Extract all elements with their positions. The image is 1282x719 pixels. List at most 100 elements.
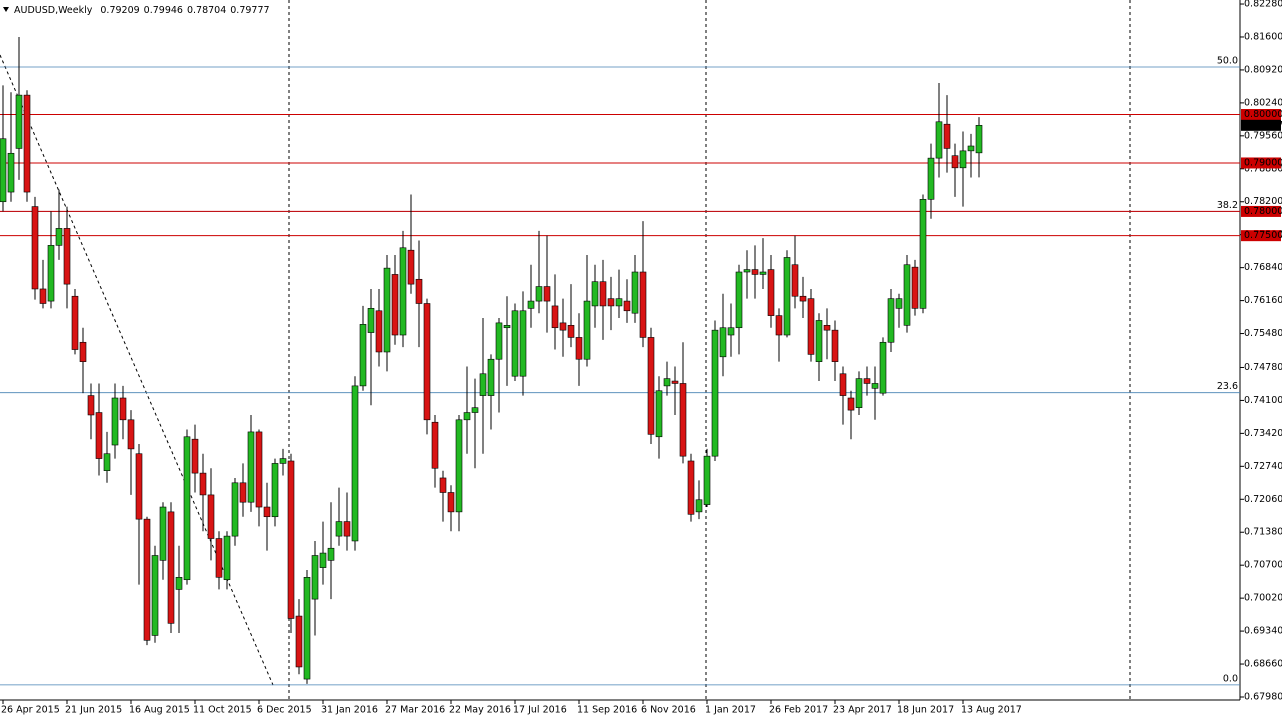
candle-body [79, 341, 87, 362]
candle-body [303, 577, 311, 680]
candle-body [0, 138, 7, 203]
candle-body [111, 397, 119, 446]
level-label: 0.77500 [1244, 230, 1282, 241]
candle-body [271, 463, 279, 518]
y-tick-label: 0.72740 [1244, 461, 1282, 472]
candle-body [927, 157, 935, 200]
candle-body [591, 281, 599, 307]
candle-body [623, 300, 631, 312]
y-tick-label: 0.76160 [1244, 295, 1282, 306]
candle-body [679, 383, 687, 457]
candle-body [167, 511, 175, 624]
candle-body [727, 327, 735, 336]
y-tick-label: 0.75480 [1244, 328, 1282, 339]
candle-body [431, 421, 439, 469]
candle-body [407, 249, 415, 285]
y-tick-label: 0.81600 [1244, 31, 1282, 42]
candle-body [879, 341, 887, 394]
candle-body [519, 310, 527, 377]
candle-body [759, 271, 767, 275]
candle-body [975, 125, 983, 154]
candle-body [823, 325, 831, 331]
candle-body [471, 407, 479, 413]
candle-body [599, 281, 607, 307]
close-value: 0.79777 [230, 5, 269, 16]
candle-body [311, 555, 319, 600]
level-tag [1241, 205, 1281, 217]
fib-label: 0.0 [1223, 673, 1238, 684]
candle-body [7, 152, 15, 193]
candle-body [295, 615, 303, 668]
x-tick-label: 1 Jan 2017 [705, 705, 756, 716]
y-tick-label: 0.74100 [1244, 395, 1282, 406]
candle-body [279, 458, 287, 464]
level-tag [1241, 230, 1281, 242]
candle-body [415, 278, 423, 304]
candle-body [607, 298, 615, 307]
fib-label: 50.0 [1217, 56, 1238, 67]
candle-body [863, 378, 871, 384]
candle-body [191, 438, 199, 474]
high-value: 0.79946 [144, 5, 183, 16]
x-tick-label: 11 Oct 2015 [193, 705, 252, 716]
candle-body [615, 298, 623, 307]
x-tick-label: 13 Aug 2017 [961, 705, 1022, 716]
x-tick-label: 6 Dec 2015 [257, 705, 312, 716]
candle-body [903, 264, 911, 326]
y-tick-label: 0.79560 [1244, 130, 1282, 141]
candle-body [319, 552, 327, 568]
candle-body [63, 228, 71, 285]
candle-body [103, 453, 111, 471]
candle-body [855, 378, 863, 408]
header: AUDUSD,Weekly 0.79209 0.79946 0.78704 0.7977… [14, 5, 270, 16]
candle-body [767, 269, 775, 316]
candle-body [751, 269, 759, 275]
candle-body [559, 322, 567, 331]
x-tick-label: 11 Sep 2016 [577, 705, 637, 716]
candle-body [935, 121, 943, 159]
candle-body [175, 577, 183, 590]
candle-body [327, 547, 335, 561]
price-tag [1241, 119, 1281, 131]
candle-body [671, 380, 679, 384]
candle-body [543, 286, 551, 302]
candle-body [871, 383, 879, 389]
candle-body [687, 460, 695, 515]
candle-body [463, 412, 471, 421]
candle-body [159, 506, 167, 561]
candle-body [343, 521, 351, 537]
y-tick-label: 0.74780 [1244, 362, 1282, 373]
level-label: 0.78000 [1244, 206, 1282, 217]
x-tick-label: 27 Mar 2016 [385, 705, 445, 716]
trendline [0, 54, 274, 686]
fib-label: 23.6 [1217, 381, 1238, 392]
candle-body [639, 271, 647, 338]
candle-body [815, 320, 823, 362]
candle-body [247, 431, 255, 503]
candle-body [335, 521, 343, 537]
candle-body [239, 482, 247, 503]
candle-body [967, 145, 975, 152]
candle-body [527, 300, 535, 309]
x-tick-label: 6 Nov 2016 [641, 705, 696, 716]
candle-body [479, 373, 487, 396]
candle-body [791, 264, 799, 297]
candle-body [631, 271, 639, 314]
candle-body [359, 324, 367, 387]
level-tag [1241, 157, 1281, 169]
candle-body [743, 269, 751, 273]
x-tick-label: 26 Apr 2015 [1, 705, 60, 716]
candle-body [703, 455, 711, 505]
x-tick-label: 26 Feb 2017 [769, 705, 828, 716]
symbol: AUDUSD,Weekly [14, 5, 93, 16]
fib-label: 38.2 [1217, 200, 1238, 211]
candle-body [735, 271, 743, 329]
candle-body [47, 245, 55, 302]
candle-body [223, 535, 231, 581]
candle-body [503, 325, 511, 329]
candle-body [447, 492, 455, 513]
candle-body [143, 518, 151, 641]
candle-body [439, 477, 447, 493]
candle-body [39, 288, 47, 304]
